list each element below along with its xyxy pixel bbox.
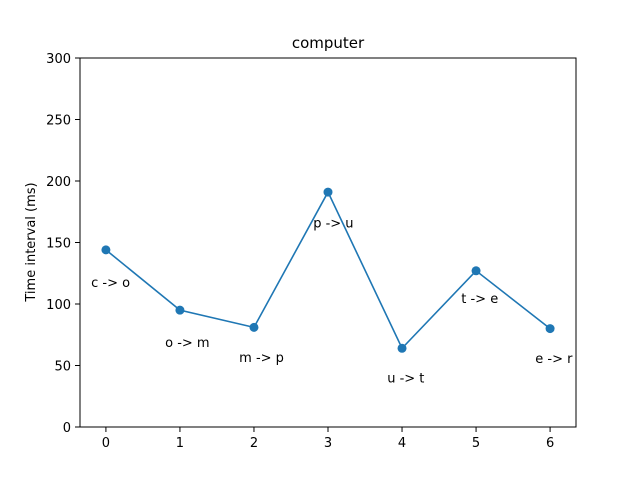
x-tick-label: 4 <box>398 436 406 451</box>
y-tick-label: 150 <box>46 237 71 252</box>
y-tick-label: 200 <box>46 175 71 190</box>
y-axis-label: Time interval (ms) <box>24 182 39 302</box>
y-tick-label: 250 <box>46 114 71 129</box>
x-tick-label: 2 <box>250 436 258 451</box>
annotation-label: t -> e <box>461 292 498 307</box>
annotation-label: u -> t <box>387 372 424 387</box>
annotation-label: e -> r <box>535 352 573 367</box>
plot-area: c -> o o -> m m -> p p -> u u -> t t -> e e ->… <box>46 52 577 451</box>
annotation-label: p -> u <box>313 217 353 232</box>
annotation-label: o -> m <box>165 336 209 351</box>
annotation-label: c -> o <box>91 276 130 291</box>
x-tick-label: 0 <box>102 436 110 451</box>
x-tick-label: 1 <box>176 436 184 451</box>
x-tick-label: 3 <box>324 436 332 451</box>
plot-frame <box>79 57 577 428</box>
annotation-label: m -> p <box>239 351 284 366</box>
data-point <box>323 187 333 197</box>
data-point <box>101 245 111 255</box>
y-tick-label: 50 <box>54 360 71 375</box>
data-point <box>175 305 185 315</box>
x-tick-label: 5 <box>472 436 480 451</box>
data-point <box>471 266 481 276</box>
y-tick-label: 0 <box>63 421 71 436</box>
data-point <box>545 324 555 334</box>
x-tick-label: 6 <box>546 436 554 451</box>
y-tick-label: 100 <box>46 298 71 313</box>
data-point <box>249 322 259 332</box>
y-tick-label: 300 <box>46 52 71 67</box>
series-line <box>105 190 551 350</box>
chart-title: computer <box>292 34 365 52</box>
data-point <box>397 343 407 353</box>
